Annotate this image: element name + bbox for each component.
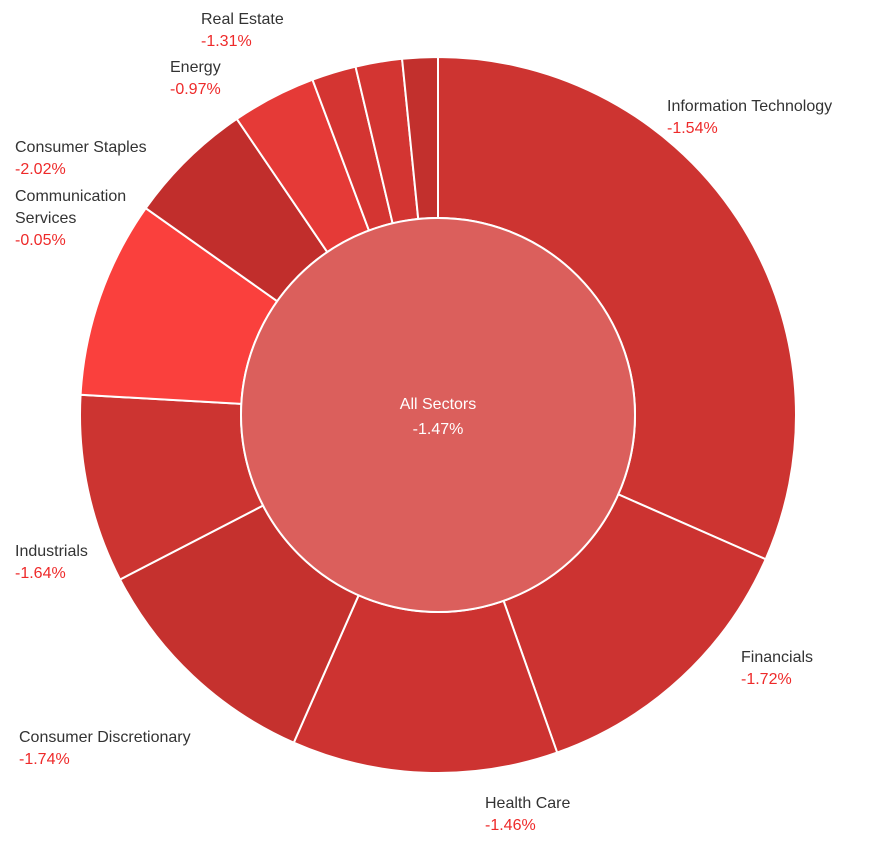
label-financials: Financials -1.72% (741, 649, 813, 688)
sector-change: -1.31% (201, 33, 252, 50)
center-summary: All Sectors -1.47% (240, 217, 636, 613)
sector-ring (79, 55, 797, 774)
label-consumer-staples: Consumer Staples -2.02% (15, 139, 147, 178)
sector-name: Consumer Discretionary (19, 729, 191, 746)
sector-change: -1.64% (15, 565, 66, 582)
sector-name: Energy (170, 59, 221, 76)
sector-name: Health Care (485, 795, 570, 812)
sector-name: Information Technology (667, 98, 832, 115)
sector-name: Financials (741, 649, 813, 666)
sector-name: Consumer Staples (15, 139, 147, 156)
center-disc[interactable] (240, 217, 636, 613)
sector-change: -0.97% (170, 81, 221, 98)
label-real-estate: Real Estate -1.31% (201, 11, 284, 50)
label-industrials: Industrials -1.64% (15, 543, 88, 582)
sector-change: -2.02% (15, 161, 66, 178)
sector-change: -1.46% (485, 817, 536, 834)
center-label: All Sectors (400, 396, 476, 413)
sector-name: Services (15, 210, 76, 227)
label-energy: Energy -0.97% (170, 59, 221, 98)
label-communication-services: Communication Services -0.05% (15, 188, 126, 249)
sector-change: -0.05% (15, 232, 66, 249)
sector-change: -1.72% (741, 671, 792, 688)
sector-name: Real Estate (201, 11, 284, 28)
label-consumer-discretionary: Consumer Discretionary -1.74% (19, 729, 191, 768)
label-health-care: Health Care -1.46% (485, 795, 570, 834)
sector-name: Communication (15, 188, 126, 205)
center-change: -1.47% (413, 421, 464, 438)
sector-name: Industrials (15, 543, 88, 560)
sector-change: -1.54% (667, 120, 718, 137)
sector-labels: Information Technology -1.54% Financials -1… (15, 11, 832, 834)
label-information-technology: Information Technology -1.54% (667, 98, 832, 137)
sector-change: -1.74% (19, 751, 70, 768)
